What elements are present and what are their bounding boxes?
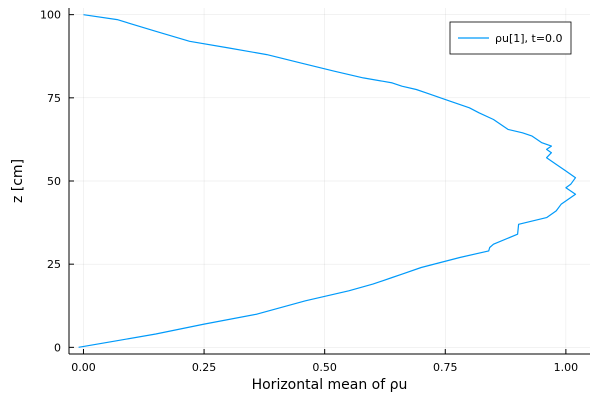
series-line xyxy=(78,14,577,348)
x-tick-label: 0.00 xyxy=(71,361,96,374)
x-tick-label: 0.25 xyxy=(192,361,217,374)
axes xyxy=(68,8,590,355)
y-tick-label: 0 xyxy=(54,341,61,354)
series-layer xyxy=(78,14,577,348)
x-tick-label: 1.00 xyxy=(554,361,579,374)
legend-entry-label: ρu[1], t=0.0 xyxy=(495,32,563,45)
tick-labels: 0.00 0.25 0.50 0.75 1.00 0 25 50 75 100 xyxy=(40,9,578,374)
y-axis-title: z [cm] xyxy=(10,159,26,203)
y-tick-label: 50 xyxy=(47,175,61,188)
x-axis-title: Horizontal mean of ρu xyxy=(252,377,408,393)
x-tick-label: 0.50 xyxy=(312,361,337,374)
x-tick-label: 0.75 xyxy=(433,361,458,374)
y-tick-label: 75 xyxy=(47,92,61,105)
y-tick-label: 25 xyxy=(47,258,61,271)
grid xyxy=(69,8,590,354)
legend: ρu[1], t=0.0 xyxy=(449,21,572,55)
y-tick-label: 100 xyxy=(40,9,61,22)
